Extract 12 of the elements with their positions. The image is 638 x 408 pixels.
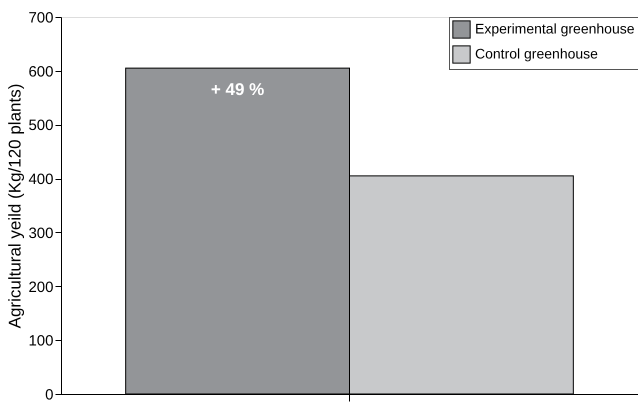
y-tick-label: 500 [28,117,54,134]
y-tick-label: 300 [28,224,54,242]
legend-label: Experimental greenhouse [475,20,635,36]
legend-label: Control greenhouse [475,46,598,62]
y-tick-label: 0 [45,386,54,404]
y-tick-label: 200 [28,278,54,296]
annotation: + 49 % [210,80,264,100]
y-tick-label: 400 [28,171,54,188]
y-tick-label: 600 [28,63,54,80]
y-axis-title: Agricultural yeild (Kg/120 plants) [5,84,24,328]
y-tick-label: 700 [28,10,54,26]
y-tick-label: 100 [28,332,54,350]
